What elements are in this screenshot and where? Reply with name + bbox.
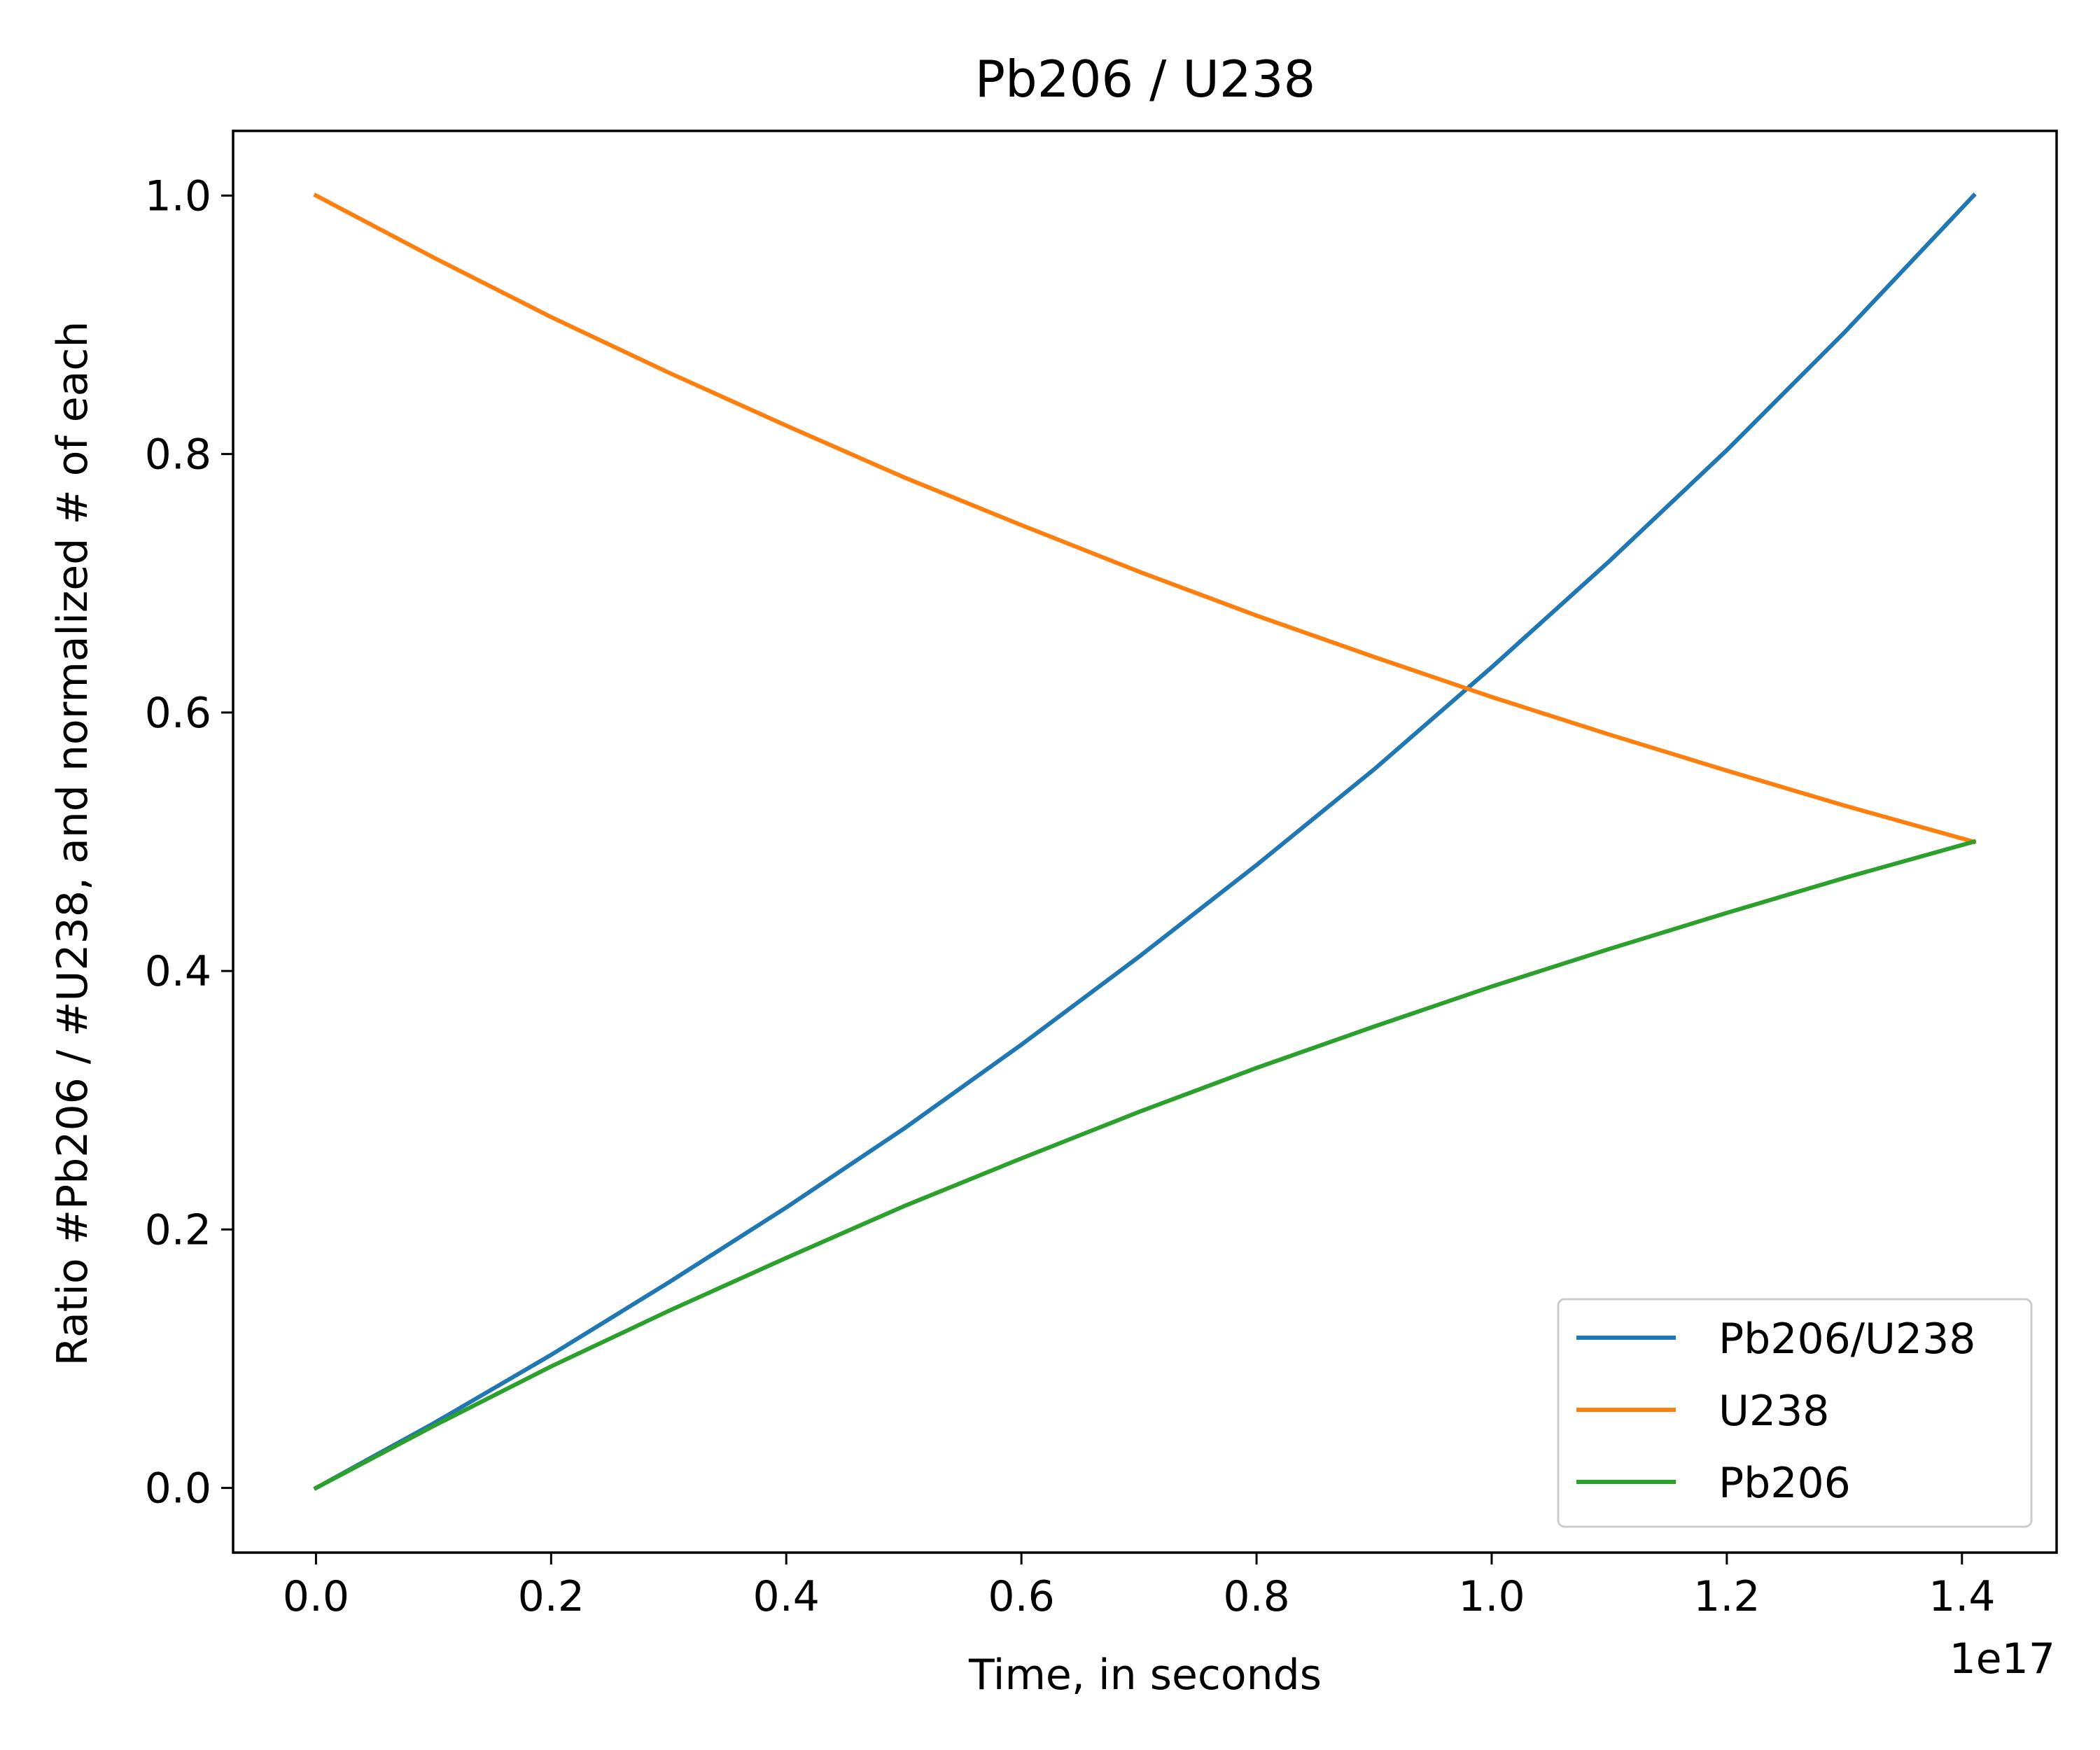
x-axis-label: Time, in seconds [968,1651,1322,1700]
y-tick-label: 0.2 [145,1205,211,1254]
y-tick-label: 1.0 [145,172,211,220]
y-tick-label: 0.6 [145,689,211,738]
x-tick-label: 0.2 [518,1572,584,1621]
legend-label: Pb206 [1718,1459,1851,1508]
series-line-pb206-u238 [313,192,1977,1491]
chart-title: Pb206 / U238 [975,50,1316,108]
legend-box [1557,1298,2033,1528]
y-tick-label: 0.0 [145,1464,211,1513]
x-axis-offset-text: 1e17 [1949,1634,2055,1684]
x-tick-label: 1.4 [1928,1572,1995,1621]
x-tick-label: 0.6 [988,1572,1054,1621]
x-tick-label: 0.8 [1223,1572,1289,1621]
x-tick-label: 0.0 [283,1572,349,1621]
x-axis-ticks: 0.0 0.2 0.4 0.6 0.8 1.0 1.2 1.4 [283,1553,1996,1621]
y-axis-label: Ratio #Pb206 / #U238, and normalized # o… [48,321,97,1366]
y-tick-label: 0.4 [145,947,211,996]
x-tick-label: 0.4 [753,1572,820,1621]
series-line-pb206 [313,839,1977,1491]
x-tick-label: 1.2 [1693,1572,1760,1621]
series-line-u238 [313,192,1977,845]
series-lines [313,192,1977,1491]
y-tick-label: 0.8 [145,430,211,479]
legend-label: Pb206/U238 [1718,1315,1975,1364]
y-axis-ticks: 0.0 0.2 0.4 0.6 0.8 1.0 [145,172,233,1513]
legend-label: U238 [1718,1387,1829,1436]
axes-frame [232,130,2058,1554]
legend: Pb206/U238 U238 Pb206 [1557,1298,2033,1528]
x-tick-label: 1.0 [1458,1572,1525,1621]
